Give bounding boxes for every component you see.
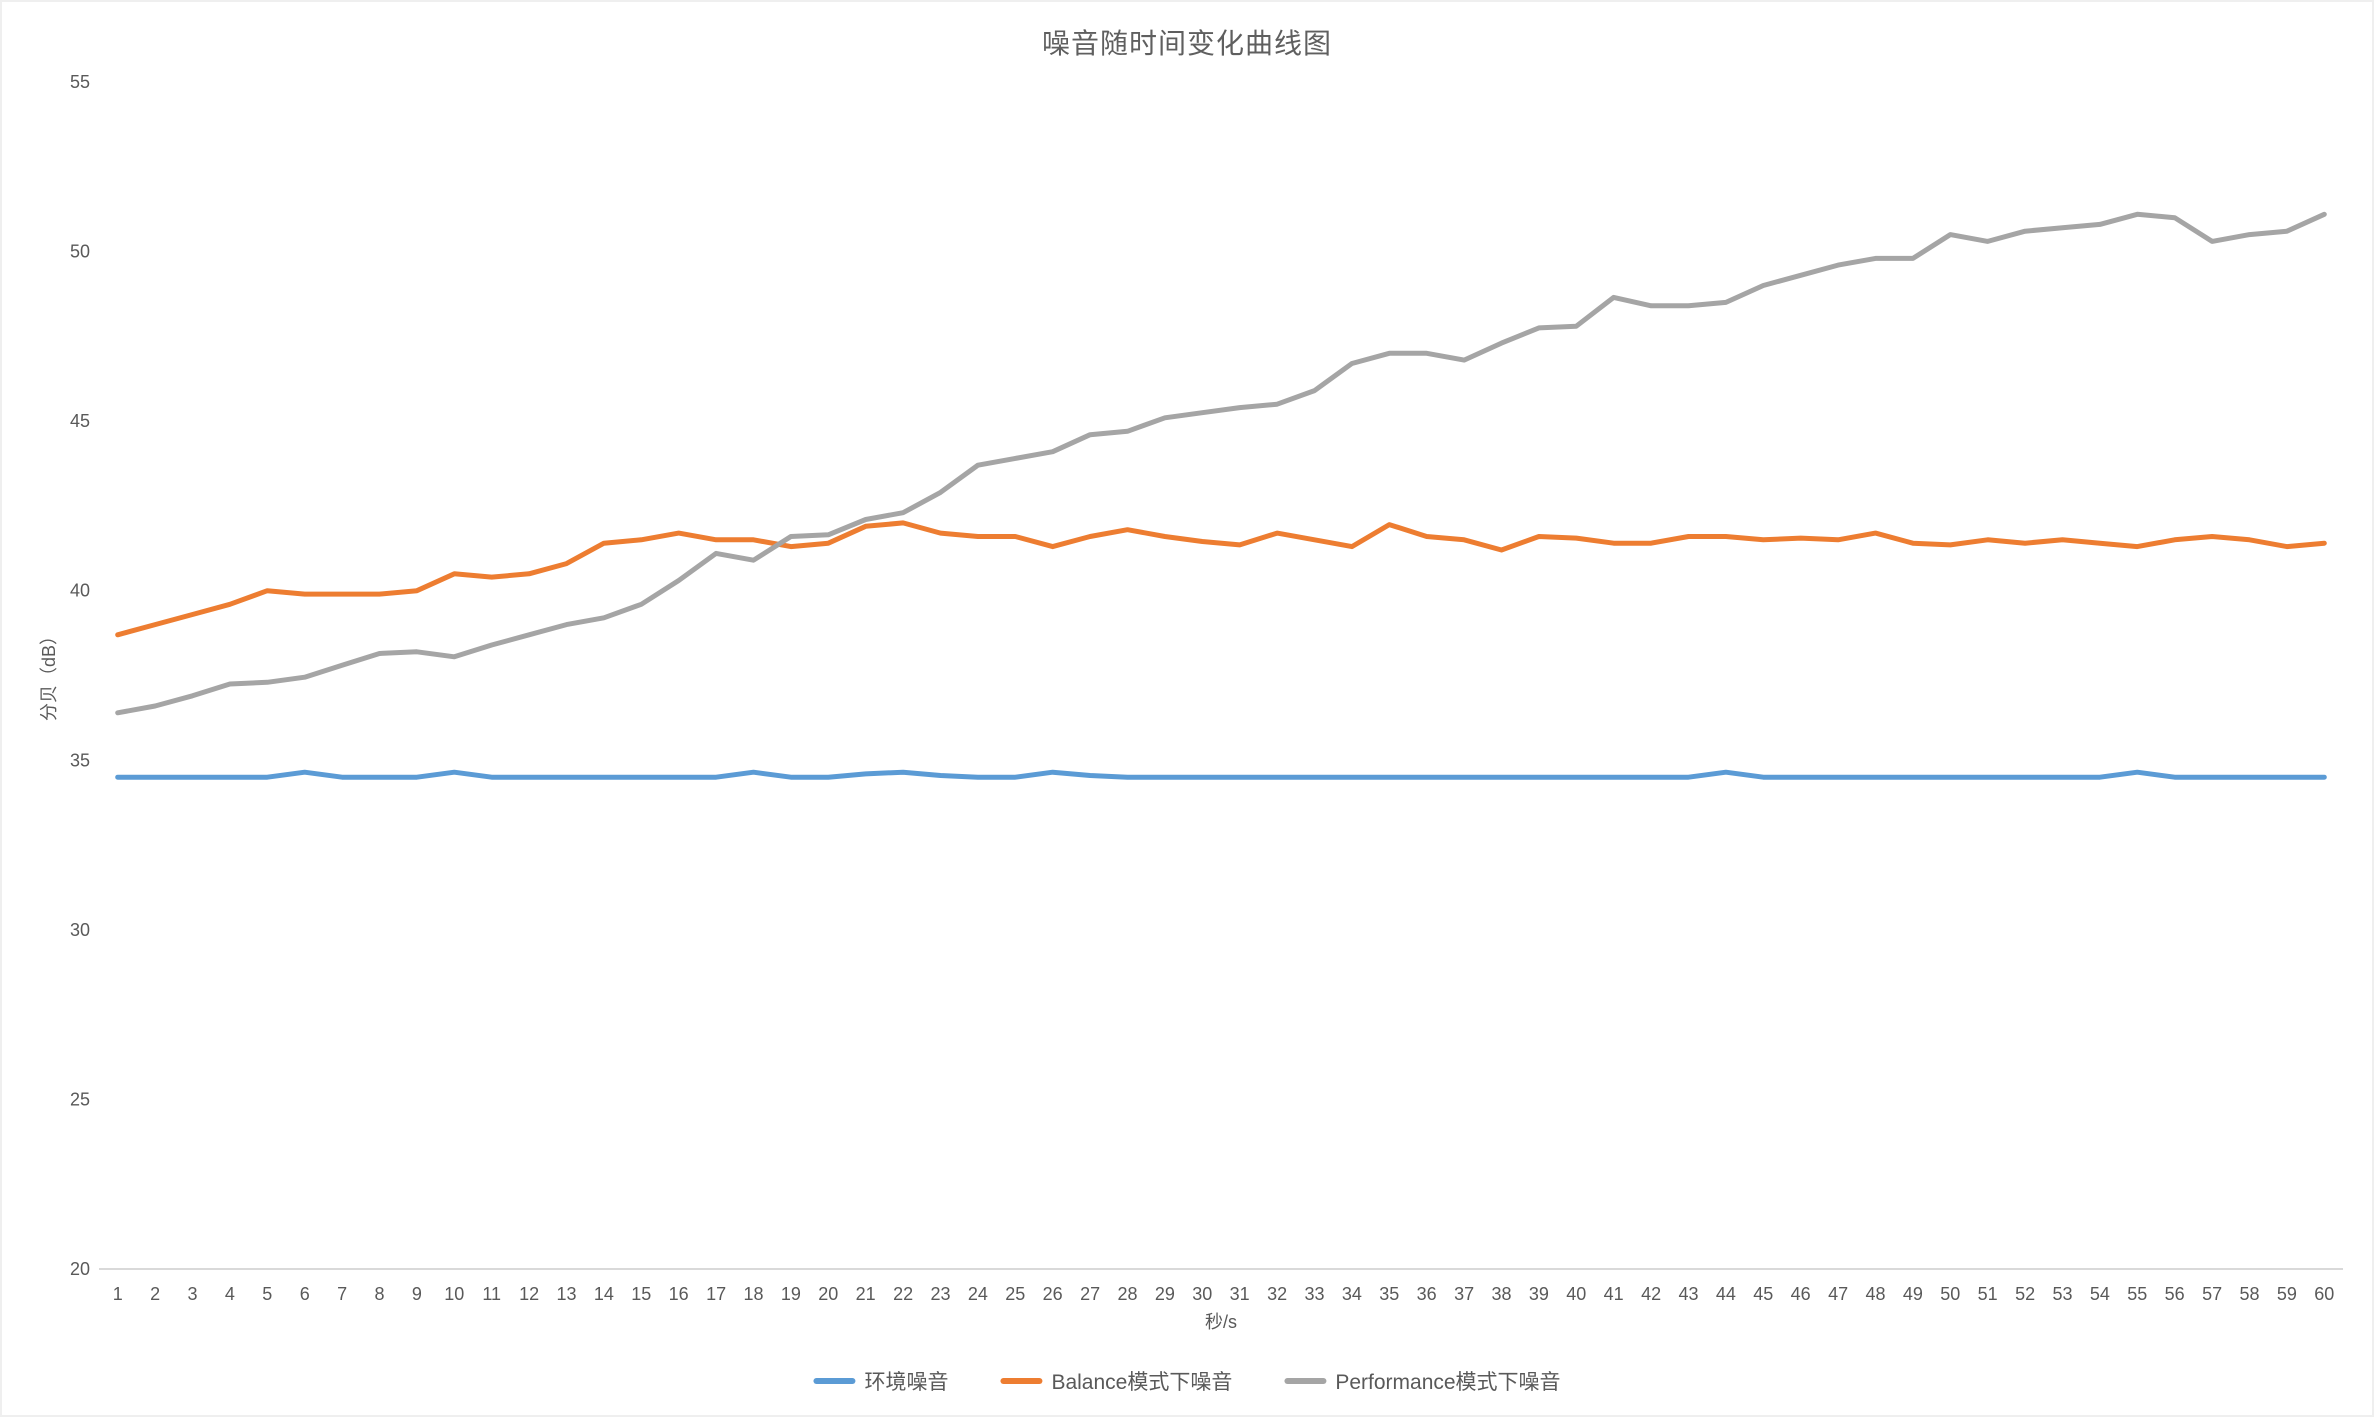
x-tick-label: 20 — [818, 1284, 838, 1304]
legend-label-ambient-noise: 环境噪音 — [864, 1371, 949, 1394]
x-tick-label: 2 — [150, 1284, 160, 1304]
x-tick-label: 9 — [412, 1284, 422, 1304]
x-tick-label: 47 — [1828, 1284, 1848, 1304]
y-tick-label: 20 — [70, 1259, 90, 1279]
x-tick-label: 49 — [1903, 1284, 1923, 1304]
chart-legend: 环境噪音 Balance模式下噪音 Performance模式下噪音 — [813, 1366, 1561, 1396]
x-tick-label: 24 — [968, 1284, 988, 1304]
x-tick-label: 11 — [482, 1284, 501, 1304]
x-tick-label: 23 — [930, 1284, 950, 1304]
x-tick-label: 34 — [1342, 1284, 1362, 1304]
x-tick-label: 36 — [1417, 1284, 1437, 1304]
x-tick-label: 14 — [594, 1284, 614, 1304]
x-tick-label: 43 — [1678, 1284, 1698, 1304]
x-axis-title: 秒/s — [1204, 1312, 1238, 1332]
x-tick-label: 58 — [2239, 1284, 2259, 1304]
x-tick-label: 38 — [1491, 1284, 1511, 1304]
legend-label-performance-mode: Performance模式下噪音 — [1335, 1371, 1561, 1394]
x-tick-label: 42 — [1641, 1284, 1661, 1304]
x-tick-label: 50 — [1940, 1284, 1960, 1304]
series-line-1 — [115, 520, 2327, 638]
x-tick-label: 15 — [631, 1284, 651, 1304]
x-tick-label: 41 — [1604, 1284, 1624, 1304]
y-tick-label: 40 — [70, 581, 90, 601]
x-tick-label: 59 — [2277, 1284, 2297, 1304]
legend-item-balance-mode: Balance模式下噪音 — [1000, 1366, 1232, 1396]
x-tick-label: 39 — [1529, 1284, 1549, 1304]
chart-title: 噪音随时间变化曲线图 — [1041, 28, 1332, 59]
x-tick-label: 51 — [1978, 1284, 1998, 1304]
x-tick-label: 40 — [1566, 1284, 1586, 1304]
x-tick-label: 56 — [2165, 1284, 2185, 1304]
x-tick-label: 17 — [706, 1284, 726, 1304]
x-tick-label: 25 — [1005, 1284, 1025, 1304]
x-tick-label: 52 — [2015, 1284, 2035, 1304]
x-tick-label: 28 — [1117, 1284, 1137, 1304]
x-tick-label: 10 — [444, 1284, 464, 1304]
x-tick-label: 53 — [2052, 1284, 2072, 1304]
x-tick-label: 55 — [2127, 1284, 2147, 1304]
legend-swatch-balance-mode — [1000, 1378, 1043, 1384]
legend-swatch-performance-mode — [1284, 1378, 1327, 1384]
x-tick-label: 35 — [1379, 1284, 1399, 1304]
x-tick-label: 19 — [781, 1284, 801, 1304]
x-tick-label: 57 — [2202, 1284, 2222, 1304]
x-tick-label: 13 — [556, 1284, 576, 1304]
y-tick-label: 45 — [70, 411, 90, 431]
y-tick-label: 50 — [70, 242, 90, 262]
legend-item-ambient-noise: 环境噪音 — [813, 1366, 948, 1396]
x-tick-label: 22 — [893, 1284, 913, 1304]
y-tick-label: 35 — [70, 750, 90, 770]
y-tick-label: 30 — [70, 920, 90, 940]
x-tick-label: 31 — [1230, 1284, 1250, 1304]
x-tick-label: 12 — [519, 1284, 539, 1304]
x-tick-label: 3 — [187, 1284, 197, 1304]
x-tick-label: 1 — [113, 1284, 123, 1304]
x-tick-label: 44 — [1716, 1284, 1736, 1304]
x-tick-label: 8 — [374, 1284, 384, 1304]
x-tick-label: 18 — [743, 1284, 763, 1304]
legend-swatch-ambient-noise — [813, 1378, 856, 1384]
x-tick-label: 45 — [1753, 1284, 1773, 1304]
y-tick-label: 55 — [70, 72, 90, 92]
x-tick-label: 30 — [1192, 1284, 1212, 1304]
x-tick-label: 54 — [2090, 1284, 2110, 1304]
x-tick-label: 21 — [856, 1284, 876, 1304]
x-tick-label: 5 — [262, 1284, 272, 1304]
x-tick-label: 32 — [1267, 1284, 1287, 1304]
x-tick-label: 48 — [1865, 1284, 1885, 1304]
x-tick-label: 4 — [225, 1284, 235, 1304]
x-tick-label: 60 — [2314, 1284, 2334, 1304]
legend-label-balance-mode: Balance模式下噪音 — [1051, 1371, 1233, 1394]
x-tick-label: 27 — [1080, 1284, 1100, 1304]
series-line-2 — [115, 211, 2327, 716]
x-tick-label: 7 — [337, 1284, 347, 1304]
x-tick-label: 29 — [1155, 1284, 1175, 1304]
x-tick-label: 26 — [1043, 1284, 1063, 1304]
y-tick-label: 25 — [70, 1089, 90, 1109]
x-tick-label: 37 — [1454, 1284, 1474, 1304]
x-tick-label: 16 — [669, 1284, 689, 1304]
legend-item-performance-mode: Performance模式下噪音 — [1284, 1366, 1561, 1396]
series-line-0 — [115, 769, 2327, 780]
x-tick-label: 33 — [1304, 1284, 1324, 1304]
x-tick-label: 46 — [1791, 1284, 1811, 1304]
x-tick-label: 6 — [300, 1284, 310, 1304]
